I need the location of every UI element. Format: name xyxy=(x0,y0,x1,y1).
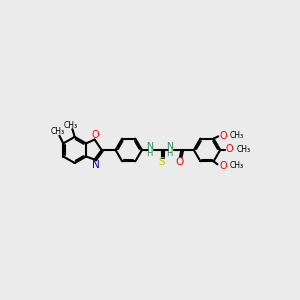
Text: CH₃: CH₃ xyxy=(64,121,78,130)
Text: H: H xyxy=(167,149,173,158)
Text: CH₃: CH₃ xyxy=(230,161,244,170)
Text: O: O xyxy=(219,161,227,171)
Text: O: O xyxy=(226,144,233,154)
Text: N: N xyxy=(166,142,173,151)
Text: CH₃: CH₃ xyxy=(236,145,250,154)
Text: O: O xyxy=(175,157,183,166)
Text: O: O xyxy=(219,130,227,140)
Text: O: O xyxy=(92,130,99,140)
Text: S: S xyxy=(159,157,165,167)
Text: N: N xyxy=(92,160,99,170)
Text: CH₃: CH₃ xyxy=(230,131,244,140)
Text: N: N xyxy=(146,142,153,151)
Text: H: H xyxy=(146,149,153,158)
Text: CH₃: CH₃ xyxy=(51,128,65,136)
